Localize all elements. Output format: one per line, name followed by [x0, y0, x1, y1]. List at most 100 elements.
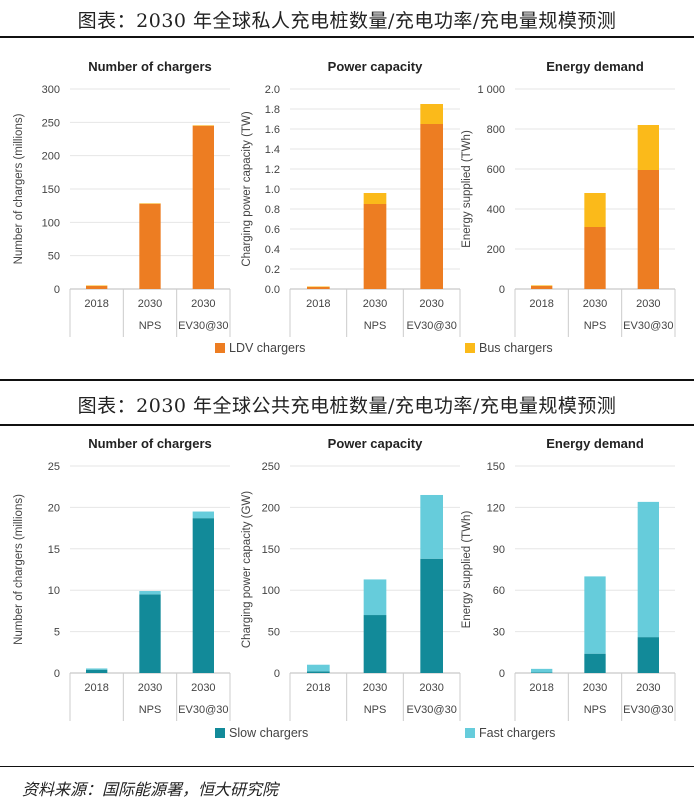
bar-ldv-chargers — [192, 125, 214, 290]
divider — [0, 766, 694, 767]
y-tick-label: 0 — [499, 284, 505, 296]
y-tick-label: 150 — [42, 184, 60, 196]
chart-panel-number-of-chargers: Number of chargers 0 50 100 150 200 250 300 Numb… — [13, 59, 231, 337]
bar-bus-chargers — [420, 104, 443, 124]
x-tick-label: 2018 — [529, 298, 553, 310]
bar-fast-chargers — [584, 576, 606, 654]
y-axis-label: Energy supplied (TWh) — [461, 511, 473, 629]
divider — [0, 36, 694, 38]
y-tick-label: 150 — [487, 461, 505, 473]
y-tick-label: 1.6 — [265, 124, 280, 136]
y-tick-label: 0.4 — [265, 244, 280, 256]
y-axis-label: Charging power capacity (TW) — [241, 111, 253, 266]
chart-title: Energy demand — [546, 436, 644, 451]
source-note: 资料来源：国际能源署，恒大研究院 — [22, 780, 279, 799]
bar-slow-chargers — [192, 518, 214, 673]
y-tick-label: 100 — [262, 585, 280, 597]
x-tick-sublabel: NPS — [139, 320, 162, 332]
x-tick-label: 2030 — [138, 298, 162, 310]
bar-fast-chargers — [531, 668, 553, 673]
bar-slow-chargers — [139, 594, 161, 673]
bar-fast-chargers — [363, 579, 387, 616]
y-tick-label: 120 — [487, 502, 505, 514]
y-tick-label: 0 — [274, 668, 280, 680]
y-tick-label: 300 — [42, 84, 60, 96]
y-tick-label: 250 — [42, 117, 60, 129]
bar-bus-chargers — [584, 193, 606, 227]
y-tick-label: 0.2 — [265, 264, 280, 276]
legend-label: Fast chargers — [479, 726, 555, 740]
x-tick-sublabel: NPS — [139, 704, 162, 716]
public-chargers-charts: Number of chargers 0 5 10 15 20 25 Number of ch… — [13, 436, 676, 740]
x-tick-sublabel: EV30@30 — [178, 320, 228, 332]
x-tick-label: 2030 — [191, 298, 215, 310]
y-tick-label: 600 — [487, 164, 505, 176]
y-tick-label: 1.8 — [265, 104, 280, 116]
y-tick-label: 1.4 — [265, 144, 280, 156]
x-tick-label: 2030 — [363, 298, 387, 310]
bar-slow-chargers — [637, 637, 659, 673]
bar-slow-chargers — [307, 671, 330, 673]
x-tick-sublabel: EV30@30 — [407, 320, 457, 332]
bar-bus-chargers — [363, 193, 387, 204]
y-tick-label: 200 — [42, 151, 60, 163]
bar-ldv-chargers — [637, 170, 659, 289]
y-tick-label: 0.6 — [265, 224, 280, 236]
legend-swatch — [465, 728, 475, 738]
bar-fast-chargers — [86, 668, 108, 670]
chart-title: Energy demand — [546, 59, 644, 74]
chart-panel-number-of-chargers: Number of chargers 0 5 10 15 20 25 Number of ch… — [13, 436, 231, 721]
bar-slow-chargers — [584, 653, 606, 673]
legend-swatch — [215, 343, 225, 353]
y-axis-label: Charging power capacity (GW) — [241, 491, 253, 648]
y-axis-label: Energy supplied (TWh) — [461, 130, 473, 248]
y-tick-label: 50 — [48, 251, 60, 263]
x-tick-sublabel: NPS — [364, 320, 387, 332]
bar-bus-chargers — [307, 286, 330, 287]
y-tick-label: 0 — [54, 284, 60, 296]
x-tick-label: 2030 — [419, 682, 443, 694]
chart-panel-power-capacity: Power capacity 0 50 100 150 200 250 Charging po… — [241, 436, 461, 721]
y-tick-label: 200 — [262, 502, 280, 514]
legend-label: LDV chargers — [229, 341, 305, 355]
y-tick-label: 1.2 — [265, 164, 280, 176]
bar-fast-chargers — [420, 494, 443, 559]
chart-title: Number of chargers — [88, 59, 212, 74]
x-tick-label: 2030 — [419, 298, 443, 310]
x-tick-sublabel: NPS — [584, 320, 607, 332]
public-chart-header: 图表：2030 年全球公共充电桩数量/充电功率/充电量规模预测 — [77, 395, 617, 417]
y-tick-label: 30 — [493, 627, 505, 639]
bar-bus-chargers — [192, 125, 214, 126]
bar-ldv-chargers — [531, 286, 553, 289]
x-tick-sublabel: EV30@30 — [407, 704, 457, 716]
y-tick-label: 10 — [48, 585, 60, 597]
legend-swatch — [215, 728, 225, 738]
chart-title: Number of chargers — [88, 436, 212, 451]
bar-bus-chargers — [531, 285, 553, 286]
y-tick-label: 250 — [262, 461, 280, 473]
x-tick-label: 2018 — [529, 682, 553, 694]
x-tick-label: 2018 — [306, 682, 330, 694]
private-chargers-charts: Number of chargers 0 50 100 150 200 250 300 Numb… — [13, 59, 676, 355]
bar-ldv-chargers — [307, 287, 330, 289]
legend-label: Bus chargers — [479, 341, 553, 355]
x-tick-label: 2030 — [363, 682, 387, 694]
y-tick-label: 100 — [42, 217, 60, 229]
y-tick-label: 800 — [487, 124, 505, 136]
y-tick-label: 5 — [54, 627, 60, 639]
x-tick-label: 2030 — [191, 682, 215, 694]
chart-panel-energy-demand: Energy demand 0 200 400 600 800 1 000 Energy su… — [461, 59, 676, 337]
y-tick-label: 0.0 — [265, 284, 280, 296]
y-tick-label: 400 — [487, 204, 505, 216]
bar-bus-chargers — [637, 125, 659, 170]
bar-fast-chargers — [192, 511, 214, 519]
y-tick-label: 0.8 — [265, 204, 280, 216]
bar-ldv-chargers — [139, 203, 161, 289]
bar-fast-chargers — [637, 501, 659, 638]
bar-ldv-chargers — [363, 204, 387, 289]
bar-ldv-chargers — [86, 285, 108, 289]
bar-ldv-chargers — [420, 124, 443, 289]
x-tick-sublabel: NPS — [364, 704, 387, 716]
y-tick-label: 60 — [493, 585, 505, 597]
